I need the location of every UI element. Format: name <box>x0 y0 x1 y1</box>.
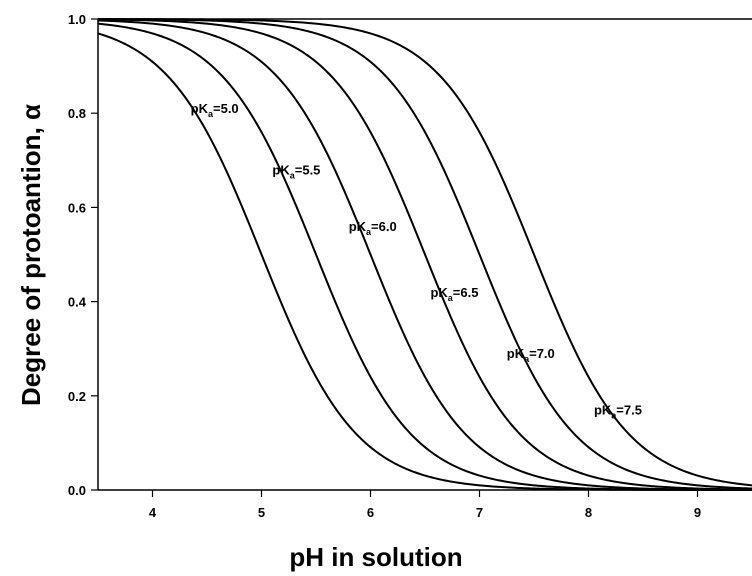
curve-label: pKa=6.5 <box>430 285 478 303</box>
curves-group <box>97 18 752 491</box>
titration-curve <box>97 18 752 490</box>
y-ticks-group: 0.0 0.2 0.4 0.6 0.8 1.0 <box>68 12 98 498</box>
y-tick-label: 0.2 <box>68 389 86 404</box>
plot-area: pKa=5.0 pKa=5.5 pKa=6.0 pKa=6.5 pKa=7.0 pKa=7… <box>68 12 752 520</box>
curve-label: pKa=7.5 <box>594 403 642 421</box>
x-tick-label: 4 <box>149 505 157 520</box>
curve-label: pKa=5.5 <box>272 162 320 180</box>
x-axis-title: pH in solution <box>289 542 462 572</box>
y-tick-label: 0.4 <box>68 295 87 310</box>
titration-curve <box>97 22 752 491</box>
x-tick-label: 8 <box>585 505 592 520</box>
curve-label: pKa=5.0 <box>191 101 239 119</box>
titration-curve <box>97 19 752 491</box>
curve-label: pKa=6.0 <box>349 219 397 237</box>
y-tick-label: 0.6 <box>68 200 86 215</box>
x-ticks-group: 4 5 6 7 8 9 <box>149 490 701 520</box>
curve-label: pKa=7.0 <box>507 346 555 364</box>
x-tick-label: 7 <box>476 505 483 520</box>
x-tick-label: 5 <box>258 505 265 520</box>
curve-labels-group: pKa=5.0 pKa=5.5 pKa=6.0 pKa=6.5 pKa=7.0 pKa=7… <box>191 101 642 420</box>
y-tick-label: 1.0 <box>68 12 86 27</box>
titration-curve <box>98 18 752 487</box>
y-tick-label: 0.0 <box>68 483 86 498</box>
x-tick-label: 9 <box>694 505 701 520</box>
titration-curve <box>97 18 752 491</box>
y-tick-label: 0.8 <box>68 106 86 121</box>
y-axis-title: Degree of protoantion, α <box>16 104 46 406</box>
x-tick-label: 6 <box>367 505 374 520</box>
